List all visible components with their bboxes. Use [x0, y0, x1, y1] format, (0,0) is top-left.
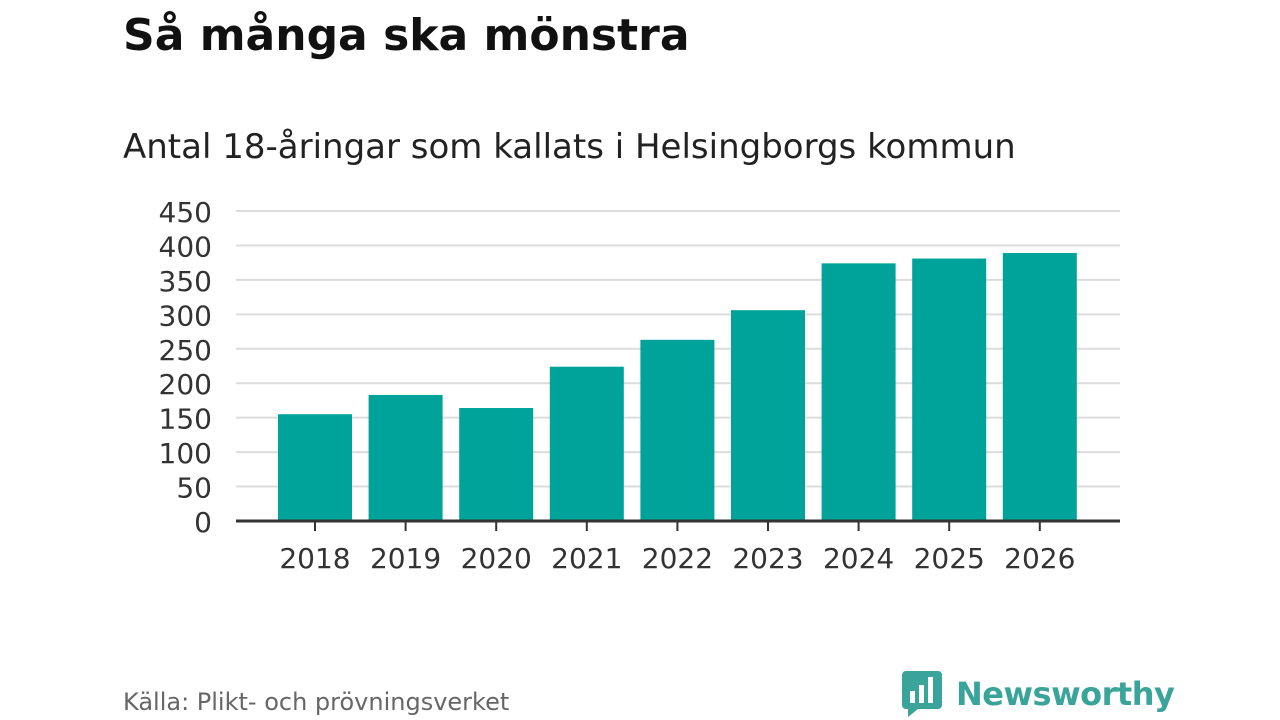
- bar-2018: [278, 414, 352, 521]
- newsworthy-logo-icon: [902, 671, 942, 717]
- y-tick-label: 300: [159, 299, 212, 332]
- x-tick-label: 2018: [279, 542, 350, 575]
- x-tick-label: 2020: [461, 542, 532, 575]
- chart-subtitle: Antal 18-åringar som kallats i Helsingbo…: [123, 127, 1016, 167]
- x-tick-label: 2024: [823, 542, 894, 575]
- x-tick-label: 2023: [732, 542, 803, 575]
- bar-2025: [912, 258, 987, 521]
- y-tick-label: 50: [176, 472, 212, 505]
- x-tick-label: 2022: [642, 542, 713, 575]
- source-note: Källa: Plikt- och prövningsverket: [123, 688, 510, 716]
- x-tick-label: 2019: [370, 542, 441, 575]
- x-axis-ticks: 2018 2019 2020 2021 2022 2023 2024 2025 2026: [279, 521, 1075, 575]
- bar-2022: [640, 339, 715, 521]
- y-tick-label: 0: [194, 506, 212, 539]
- chart-title: Så många ska mönstra: [123, 10, 690, 61]
- y-tick-label: 350: [159, 265, 212, 298]
- bars: [278, 253, 1077, 521]
- y-tick-label: 400: [159, 230, 212, 263]
- y-tick-label: 200: [159, 368, 212, 401]
- brand-name: Newsworthy: [956, 675, 1175, 713]
- x-tick-label: 2026: [1004, 542, 1075, 575]
- y-tick-label: 250: [159, 334, 212, 367]
- bar-2023: [731, 310, 805, 521]
- y-tick-label: 100: [159, 437, 212, 470]
- brand-logo: Newsworthy: [902, 670, 1175, 718]
- x-tick-label: 2025: [914, 542, 985, 575]
- y-tick-label: 450: [159, 196, 212, 229]
- x-tick-label: 2021: [551, 542, 622, 575]
- bar-2024: [821, 263, 896, 521]
- bar-2019: [368, 394, 443, 521]
- bar-2026: [1002, 253, 1077, 521]
- y-tick-label: 150: [159, 403, 212, 436]
- bar-2021: [549, 366, 624, 521]
- bar-2020: [459, 408, 534, 521]
